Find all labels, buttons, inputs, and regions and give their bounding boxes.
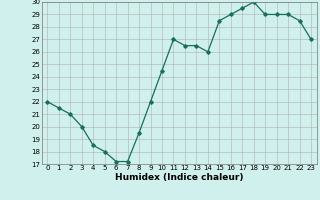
- X-axis label: Humidex (Indice chaleur): Humidex (Indice chaleur): [115, 173, 244, 182]
